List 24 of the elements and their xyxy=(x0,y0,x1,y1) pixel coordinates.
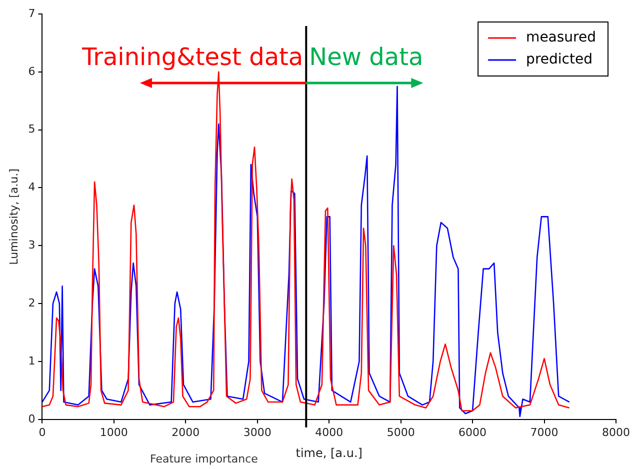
y-tick-label: 7 xyxy=(28,6,36,20)
y-axis-title: Luminosity, [a.u.] xyxy=(7,168,20,265)
y-tick-label: 0 xyxy=(28,412,36,426)
x-tick-label: 7000 xyxy=(530,426,558,439)
x-tick-label: 5000 xyxy=(386,426,415,439)
y-tick-label: 4 xyxy=(28,180,36,194)
y-tick-label: 2 xyxy=(28,296,36,310)
y-tick-label: 6 xyxy=(28,64,36,78)
annotation: Training&test data xyxy=(80,43,304,72)
x-tick-label: 0 xyxy=(38,426,46,439)
x-tick-label: 1000 xyxy=(100,426,128,439)
text: Feature importance xyxy=(150,452,258,466)
x-tick-label: 2000 xyxy=(172,426,200,439)
legend-label: measured xyxy=(526,30,596,46)
x-tick-label: 6000 xyxy=(458,426,487,439)
y-tick-label: 3 xyxy=(28,238,36,252)
annotation: New data xyxy=(309,43,424,72)
x-axis-title: time, [a.u.] xyxy=(296,446,362,460)
legend-label: predicted xyxy=(526,52,592,68)
y-tick-label: 1 xyxy=(28,354,36,368)
x-tick-label: 4000 xyxy=(315,426,344,439)
x-tick-label: 8000 xyxy=(602,426,630,439)
y-tick-label: 5 xyxy=(28,122,36,136)
x-tick-label: 3000 xyxy=(243,426,272,439)
